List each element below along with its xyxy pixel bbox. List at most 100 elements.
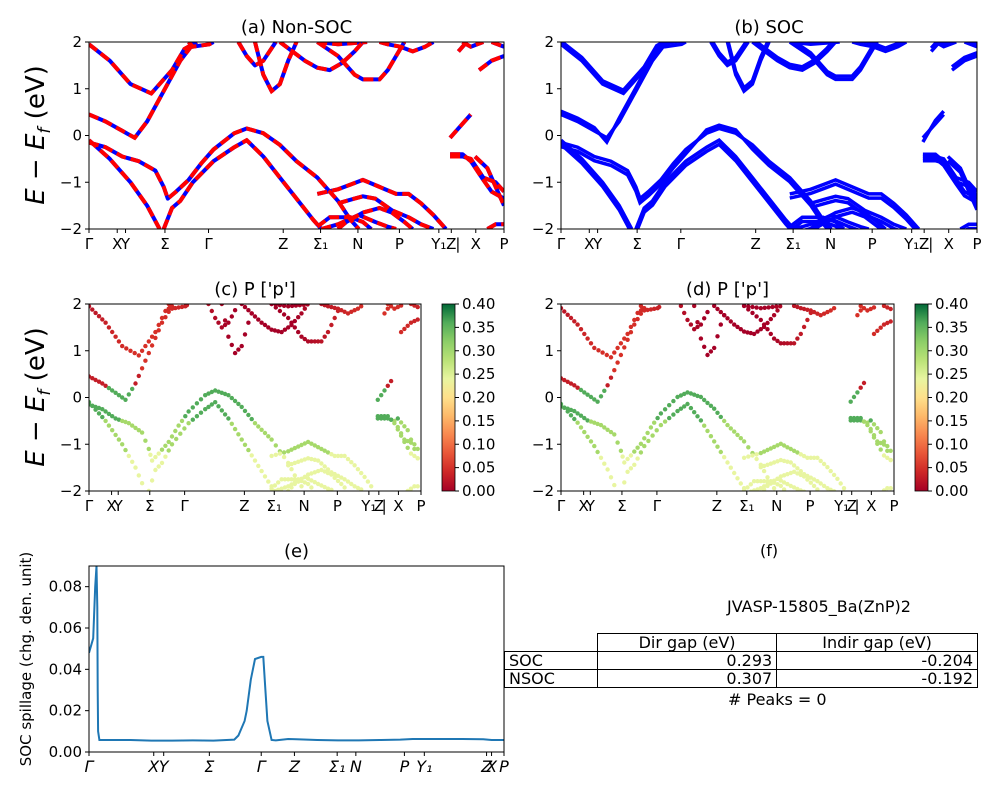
gap-table: Dir gap (eV) Indir gap (eV) SOC 0.293 -0… xyxy=(504,633,978,688)
projection-point xyxy=(113,432,118,438)
projection-point xyxy=(335,453,341,459)
panel-c-ytick-label: −2 xyxy=(60,482,82,500)
projection-point xyxy=(741,439,747,444)
projection-point xyxy=(281,450,287,455)
projection-point xyxy=(169,434,175,439)
panel-d-xtick-label: Y xyxy=(585,497,596,515)
projection-point xyxy=(878,325,883,330)
projection-point xyxy=(692,392,697,397)
projection-point xyxy=(858,304,863,309)
projection-point xyxy=(110,329,115,335)
projection-point xyxy=(888,306,893,312)
projection-point xyxy=(798,306,803,311)
projection-point xyxy=(163,315,168,320)
projection-point xyxy=(695,324,700,330)
projection-point xyxy=(388,378,394,384)
projection-point xyxy=(206,391,211,396)
projection-point xyxy=(754,305,759,310)
panel-b-ytick-label: −1 xyxy=(532,173,554,191)
projection-point xyxy=(791,469,797,474)
projection-point xyxy=(339,308,344,313)
band-soc-split xyxy=(802,217,861,229)
projection-point xyxy=(302,441,307,446)
projection-point xyxy=(750,304,755,310)
projection-point xyxy=(765,475,770,480)
projection-point xyxy=(159,320,165,325)
svg-text:E − Ef (eV): E − Ef (eV) xyxy=(21,327,55,467)
projection-point xyxy=(821,461,827,467)
projection-point xyxy=(93,310,98,316)
projection-point xyxy=(159,447,165,452)
panel-a-xtick-label: P xyxy=(499,235,508,253)
projection-point xyxy=(266,479,271,484)
colorbar-tick-label: 0.15 xyxy=(935,412,968,430)
projection-point xyxy=(339,475,344,480)
projection-point xyxy=(855,390,860,395)
projection-point xyxy=(828,468,833,474)
projection-point xyxy=(103,418,108,424)
projection-point xyxy=(615,440,620,445)
projection-point xyxy=(282,477,288,482)
projection-point xyxy=(282,485,288,490)
projection-point xyxy=(815,311,820,316)
panel-d-xtick-label: X xyxy=(579,497,589,515)
projection-point xyxy=(110,428,115,433)
projection-point xyxy=(798,472,803,478)
projection-point xyxy=(861,380,867,386)
band-soc xyxy=(934,42,957,49)
projection-point xyxy=(698,394,704,400)
projection-point xyxy=(578,327,584,332)
projection-point xyxy=(299,458,304,463)
projection-point xyxy=(246,447,251,453)
band-soc-split xyxy=(968,42,977,46)
projection-point xyxy=(412,453,417,459)
projection-point xyxy=(289,447,294,452)
projection-point xyxy=(292,325,297,330)
projection-point xyxy=(865,422,870,428)
projection-point xyxy=(588,341,594,346)
projection-point xyxy=(276,487,281,491)
projection-point xyxy=(90,307,95,312)
projection-point xyxy=(106,423,112,428)
projection-point xyxy=(282,327,288,332)
projection-point xyxy=(110,414,115,419)
projection-point xyxy=(885,448,890,453)
projection-point xyxy=(292,460,297,466)
projection-point xyxy=(712,304,717,309)
panel-e-xtick-label: X xyxy=(485,757,498,776)
projection-point xyxy=(305,481,311,487)
projection-point xyxy=(229,421,234,426)
projection-point xyxy=(848,415,853,421)
panel-b-xtick-label: | xyxy=(928,235,933,253)
band-soc-split xyxy=(791,42,878,78)
projection-point xyxy=(595,449,600,455)
projection-point xyxy=(213,388,218,393)
projection-point xyxy=(685,317,690,323)
projection-point xyxy=(299,311,304,316)
projection-point xyxy=(332,453,337,459)
projection-point xyxy=(256,317,261,322)
projection-point xyxy=(281,454,287,460)
panel-b-xtick-label: X xyxy=(944,235,954,253)
projection-point xyxy=(296,459,301,464)
projection-point xyxy=(888,319,893,324)
projection-point xyxy=(352,463,357,468)
projection-point xyxy=(277,451,283,456)
panel-b-title: (b) SOC xyxy=(734,17,803,38)
projection-point xyxy=(791,304,797,309)
panel-a-xtick-label: Y₁ xyxy=(430,235,446,253)
projection-point xyxy=(126,421,131,426)
projection-point xyxy=(585,336,590,341)
projection-point xyxy=(405,445,410,450)
projection-point xyxy=(229,342,234,348)
projection-point xyxy=(778,441,783,446)
band-spin-down xyxy=(161,137,323,229)
projection-point xyxy=(96,379,102,384)
colorbar-tick-label: 0.35 xyxy=(462,318,495,336)
projection-point xyxy=(398,329,404,335)
projection-point xyxy=(143,438,148,443)
projection-point xyxy=(402,424,407,429)
projection-point xyxy=(738,327,743,332)
projection-point xyxy=(612,350,617,355)
panel-d-xtick-label: Γ xyxy=(653,497,662,515)
